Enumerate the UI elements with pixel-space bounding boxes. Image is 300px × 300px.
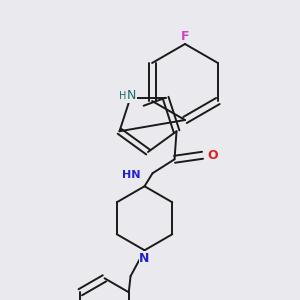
Text: HN: HN [122, 170, 140, 180]
Text: F: F [181, 29, 189, 43]
Text: H: H [119, 91, 126, 101]
Text: N: N [127, 89, 136, 102]
Text: N: N [139, 252, 150, 265]
Text: O: O [207, 149, 218, 162]
